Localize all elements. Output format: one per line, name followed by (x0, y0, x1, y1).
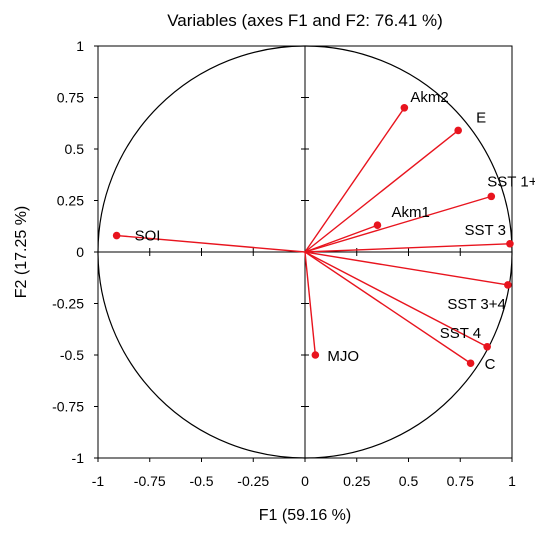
data-point (373, 221, 382, 230)
vector-line (304, 224, 378, 253)
vector-line (304, 129, 459, 253)
x-tick-label: 0.25 (343, 473, 370, 489)
x-tick-label: 0.5 (399, 473, 419, 489)
y-tick-label: 1 (76, 38, 84, 54)
x-tick-label: 0 (301, 473, 309, 489)
vector-line (116, 234, 306, 253)
point-label: Akm2 (410, 89, 448, 106)
data-point (454, 126, 462, 135)
x-axis-label: F1 (59.16 %) (259, 507, 351, 524)
vector-line (304, 107, 405, 253)
vectors-layer (116, 107, 510, 364)
y-tick-label: -0.25 (52, 296, 84, 312)
x-tick-label: 0.75 (447, 473, 474, 489)
vector-line (304, 251, 508, 286)
vector-line (304, 251, 488, 348)
y-tick-label: -1 (72, 450, 85, 466)
data-point (504, 281, 512, 289)
data-point (487, 192, 496, 201)
point-label: E (476, 109, 486, 126)
x-tick-label: -0.5 (189, 473, 213, 489)
point-label: Akm1 (391, 204, 429, 221)
point-label: SST 3+4 (447, 296, 506, 313)
y-tick-label: 0.75 (57, 90, 84, 106)
data-point (311, 351, 320, 359)
data-point (112, 231, 121, 240)
vector-line (304, 251, 317, 356)
y-tick-label: 0.25 (57, 193, 84, 209)
x-tick-label: -1 (92, 473, 105, 489)
chart-title: Variables (axes F1 and F2: 76.41 %) (167, 11, 443, 30)
y-tick-label: 0 (76, 244, 84, 260)
x-tick-label: 1 (508, 473, 516, 489)
data-point (483, 342, 491, 351)
point-label: MJO (327, 348, 359, 365)
y-tick-label: 0.5 (65, 141, 85, 157)
data-point (506, 239, 514, 248)
point-label: SST 3 (465, 222, 506, 239)
data-point (400, 104, 409, 112)
point-label: SST 1+2 (487, 173, 535, 190)
x-tick-label: -0.25 (237, 473, 269, 489)
vector-line (304, 251, 471, 364)
y-axis-label: F2 (17.25 %) (13, 206, 30, 298)
vector-line (304, 195, 492, 253)
data-point (466, 359, 475, 368)
ticks-layer: -1 -0.75 -0.5 -0.25 0 0.25 0.5 0.75 1 1 0.75 0.5 0.2… (52, 38, 516, 489)
points-layer: Akm2 E SST 1+2 Akm1 SST 3 SOI SST 3+4 SST 4C MJO (112, 89, 535, 373)
y-tick-label: -0.75 (52, 399, 84, 415)
point-label: SOI (135, 228, 161, 245)
y-tick-label: -0.5 (60, 347, 84, 363)
point-label: SST 4 (440, 325, 481, 342)
vector-line (304, 243, 510, 253)
point-label: C (485, 356, 496, 373)
x-tick-label: -0.75 (134, 473, 166, 489)
